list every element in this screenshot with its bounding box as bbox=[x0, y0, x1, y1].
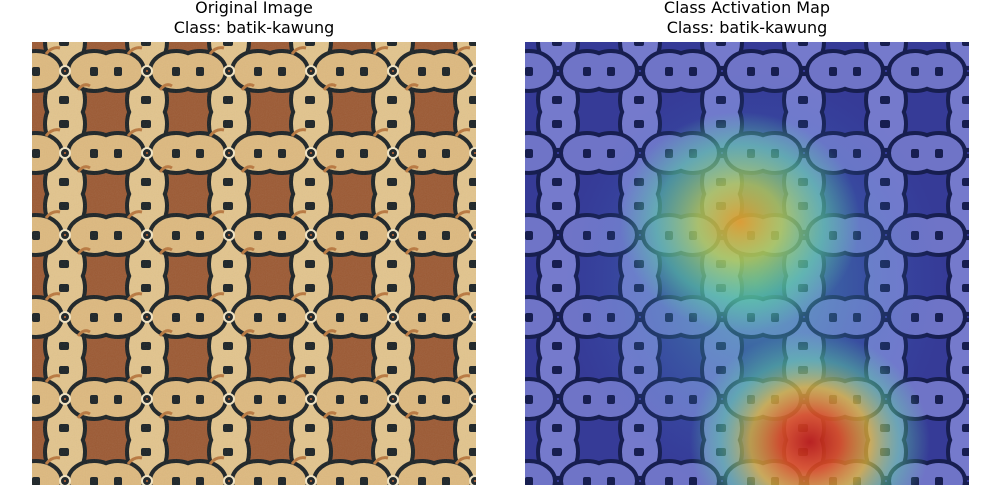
panel-class-label: Class: batik-kawung bbox=[525, 18, 969, 38]
panel-class-label: Class: batik-kawung bbox=[32, 18, 476, 38]
original-image-panel: Original Image Class: batik-kawung bbox=[32, 0, 476, 500]
cam-title: Class Activation Map Class: batik-kawung bbox=[525, 0, 969, 38]
panel-title: Class Activation Map bbox=[525, 0, 969, 18]
original-image-title: Original Image Class: batik-kawung bbox=[32, 0, 476, 38]
cam-panel: Class Activation Map Class: batik-kawung bbox=[525, 0, 969, 500]
batik-kawung-heatmap-image bbox=[525, 42, 969, 485]
batik-kawung-image bbox=[32, 42, 476, 485]
cam-image bbox=[525, 42, 969, 485]
panel-title: Original Image bbox=[32, 0, 476, 18]
original-image bbox=[32, 42, 476, 485]
